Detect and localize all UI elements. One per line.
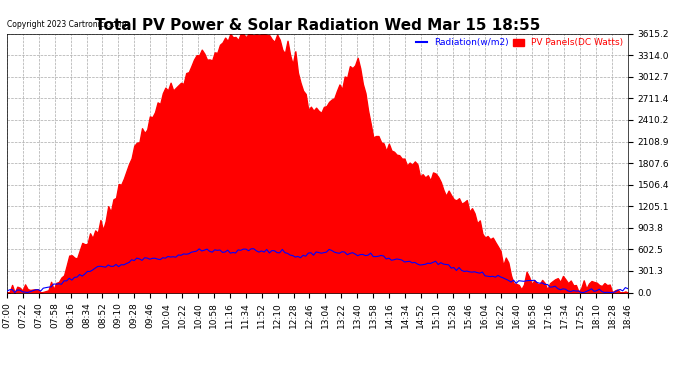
Legend: Radiation(w/m2), PV Panels(DC Watts): Radiation(w/m2), PV Panels(DC Watts) (416, 38, 623, 47)
Text: Copyright 2023 Cartronics.com: Copyright 2023 Cartronics.com (7, 20, 126, 28)
Title: Total PV Power & Solar Radiation Wed Mar 15 18:55: Total PV Power & Solar Radiation Wed Mar… (95, 18, 540, 33)
